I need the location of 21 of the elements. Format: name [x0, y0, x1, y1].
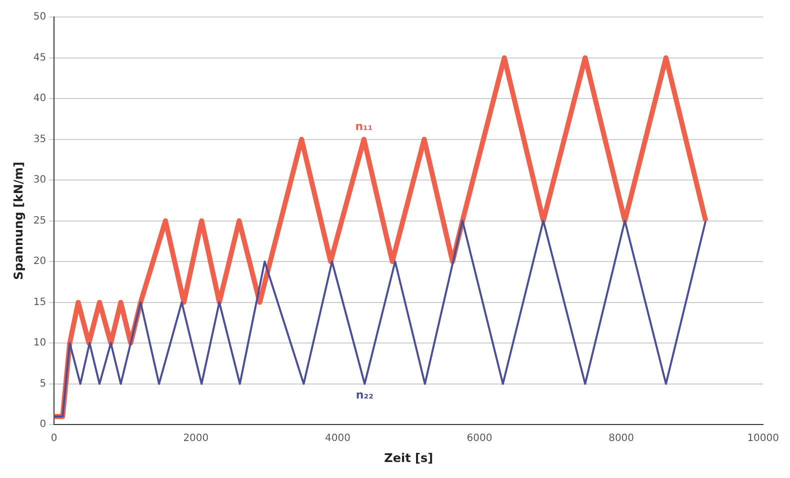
y-tick-label: 40: [33, 93, 46, 104]
y-tick-label: 45: [33, 52, 46, 64]
y-tick-label: 20: [33, 256, 46, 268]
y-tick-label: 35: [33, 134, 46, 145]
x-tick-label: 0: [50, 433, 58, 444]
y-tick-label: 25: [33, 215, 46, 226]
y-tick-label: 50: [33, 12, 46, 23]
x-axis-title: Zeit [s]: [384, 450, 434, 465]
y-tick-label: 10: [33, 338, 46, 349]
y-tick-label: 0: [40, 419, 46, 430]
series-label: n₁₁: [355, 120, 373, 134]
x-tick-label: 6000: [466, 433, 492, 444]
series-label: n₂₂: [356, 388, 374, 402]
x-tick-label: 4000: [324, 433, 350, 444]
y-tick-label: 15: [33, 296, 46, 308]
y-axis-title: Spannung [kN/m]: [11, 162, 26, 280]
x-tick-label: 8000: [608, 433, 634, 444]
y-tick-label: 5: [40, 378, 46, 390]
y-tick-label: 30: [33, 174, 46, 186]
x-tick-label: 2000: [183, 433, 209, 444]
x-tick-label: 10000: [747, 433, 779, 444]
